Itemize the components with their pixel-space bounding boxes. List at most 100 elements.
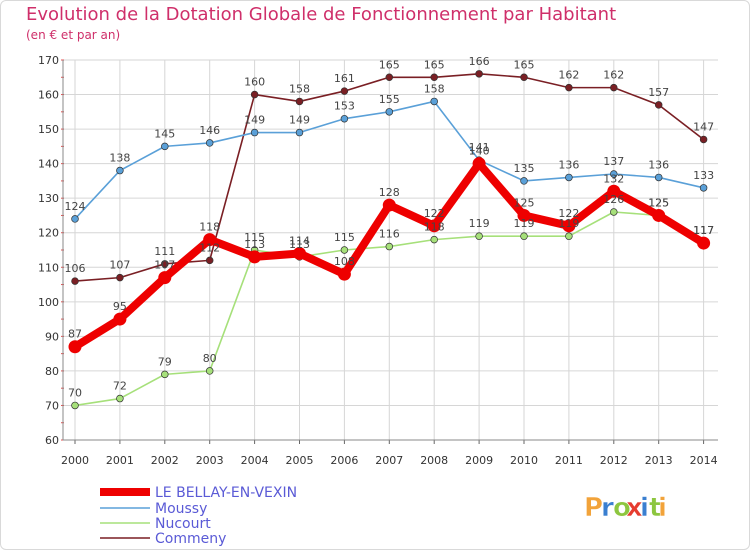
data-point-nucourt: [475, 232, 483, 240]
data-label-moussy: 137: [603, 155, 624, 168]
data-label-le-bellay-en-vexin: 108: [334, 255, 355, 268]
data-label-commeny: 157: [648, 86, 669, 99]
y-tick-label: 70: [45, 399, 59, 412]
data-label-moussy: 155: [379, 93, 400, 106]
legend-label-nucourt: Nucourt: [155, 516, 211, 532]
legend-label-le-bellay-en-vexin: LE BELLAY-EN-VEXIN: [155, 485, 297, 501]
data-label-commeny: 165: [424, 58, 445, 71]
data-label-nucourt: 113: [289, 238, 310, 251]
data-point-le-bellay-en-vexin: [337, 267, 351, 281]
data-label-le-bellay-en-vexin: 128: [379, 186, 400, 199]
data-label-nucourt: 80: [203, 352, 217, 365]
data-label-nucourt: 125: [648, 196, 669, 209]
data-point-nucourt: [385, 242, 394, 251]
data-point-moussy: [430, 97, 438, 106]
data-point-nucourt: [340, 246, 349, 254]
data-point-commeny: [295, 97, 304, 106]
data-label-nucourt: 70: [68, 386, 82, 399]
data-label-moussy: 149: [244, 114, 265, 127]
data-label-moussy: 153: [334, 100, 355, 113]
data-point-le-bellay-en-vexin: [382, 198, 396, 212]
data-label-moussy: 133: [693, 169, 714, 182]
data-point-moussy: [699, 184, 708, 192]
data-point-le-bellay-en-vexin: [517, 208, 531, 222]
y-tick-label: 110: [38, 261, 59, 274]
logo-letter: t: [649, 493, 661, 523]
x-tick-label: 2000: [61, 454, 89, 467]
data-point-nucourt: [116, 394, 124, 403]
y-tick-label: 100: [38, 296, 59, 309]
data-label-commeny: 161: [334, 72, 355, 85]
data-label-nucourt: 119: [558, 217, 579, 230]
data-point-nucourt: [161, 370, 169, 379]
data-label-nucourt: 72: [113, 380, 127, 393]
axes: 60 70 80 90 100 110 120 130 140 150 160 170 2000 2001…: [38, 54, 718, 467]
legend-label-commeny: Commeny: [155, 531, 226, 547]
x-tick-label: 2014: [690, 454, 718, 467]
data-label-commeny: 106: [65, 262, 86, 275]
data-label-le-bellay-en-vexin: 87: [68, 328, 82, 341]
data-label-le-bellay-en-vexin: 125: [648, 196, 669, 209]
data-point-le-bellay-en-vexin: [113, 312, 127, 326]
logo-letter: x: [626, 493, 643, 523]
legend-label-moussy: Moussy: [155, 501, 207, 517]
data-label-le-bellay-en-vexin: 117: [693, 224, 714, 237]
data-label-commeny: 162: [558, 69, 579, 82]
data-point-le-bellay-en-vexin: [652, 208, 666, 222]
data-point-commeny: [475, 70, 483, 78]
data-label-nucourt: 79: [158, 355, 172, 368]
data-label-le-bellay-en-vexin: 122: [424, 207, 445, 220]
data-label-commeny: 160: [244, 76, 265, 89]
data-point-le-bellay-en-vexin: [427, 219, 441, 233]
logo-letter: r: [601, 493, 614, 523]
data-label-le-bellay-en-vexin: 140: [469, 145, 490, 158]
series-layer: [68, 70, 711, 410]
data-point-moussy: [250, 128, 259, 137]
logo-letter: P: [584, 493, 603, 523]
y-tick-label: 170: [38, 54, 59, 67]
data-label-le-bellay-en-vexin: 122: [558, 207, 579, 220]
data-point-moussy: [340, 114, 349, 123]
x-tick-label: 2007: [375, 454, 403, 467]
chart-title: Evolution de la Dotation Globale de Fonc…: [26, 4, 617, 25]
grid-lines: [63, 59, 718, 441]
data-label-le-bellay-en-vexin: 132: [603, 172, 624, 185]
data-point-commeny: [71, 277, 79, 285]
data-point-commeny: [699, 135, 708, 144]
y-tick-label: 160: [38, 89, 59, 102]
data-point-moussy: [161, 142, 169, 151]
data-point-nucourt: [565, 232, 573, 240]
data-label-nucourt: 117: [693, 224, 714, 237]
x-tick-label: 2009: [465, 454, 493, 467]
data-point-le-bellay-en-vexin: [562, 219, 576, 233]
data-point-moussy: [610, 170, 618, 178]
data-point-le-bellay-en-vexin: [293, 246, 306, 260]
logo-letter: o: [613, 493, 631, 523]
x-tick-label: 2011: [555, 454, 583, 467]
x-tick-label: 2012: [600, 454, 628, 467]
data-point-nucourt: [430, 235, 438, 244]
data-point-moussy: [71, 215, 79, 223]
data-label-commeny: 147: [693, 120, 714, 133]
data-point-commeny: [565, 83, 573, 92]
chart-subtitle: (en € et par an): [26, 28, 121, 42]
data-point-moussy: [116, 166, 124, 175]
x-tick-label: 2004: [241, 454, 269, 467]
x-tick-label: 2001: [106, 454, 134, 467]
y-tick-label: 80: [45, 365, 59, 378]
data-point-commeny: [430, 73, 438, 82]
data-point-le-bellay-en-vexin: [248, 250, 262, 264]
data-point-commeny: [385, 73, 394, 82]
data-point-moussy: [565, 173, 573, 182]
data-label-le-bellay-en-vexin: 113: [244, 238, 265, 251]
data-point-le-bellay-en-vexin: [158, 271, 172, 285]
data-point-le-bellay-en-vexin: [697, 236, 711, 250]
data-point-nucourt: [610, 208, 618, 216]
data-label-commeny: 162: [603, 69, 624, 82]
data-label-moussy: 135: [514, 162, 535, 175]
x-tick-label: 2010: [510, 454, 538, 467]
data-point-commeny: [654, 101, 663, 109]
y-tick-label: 60: [45, 434, 59, 447]
data-label-moussy: 141: [469, 141, 490, 154]
